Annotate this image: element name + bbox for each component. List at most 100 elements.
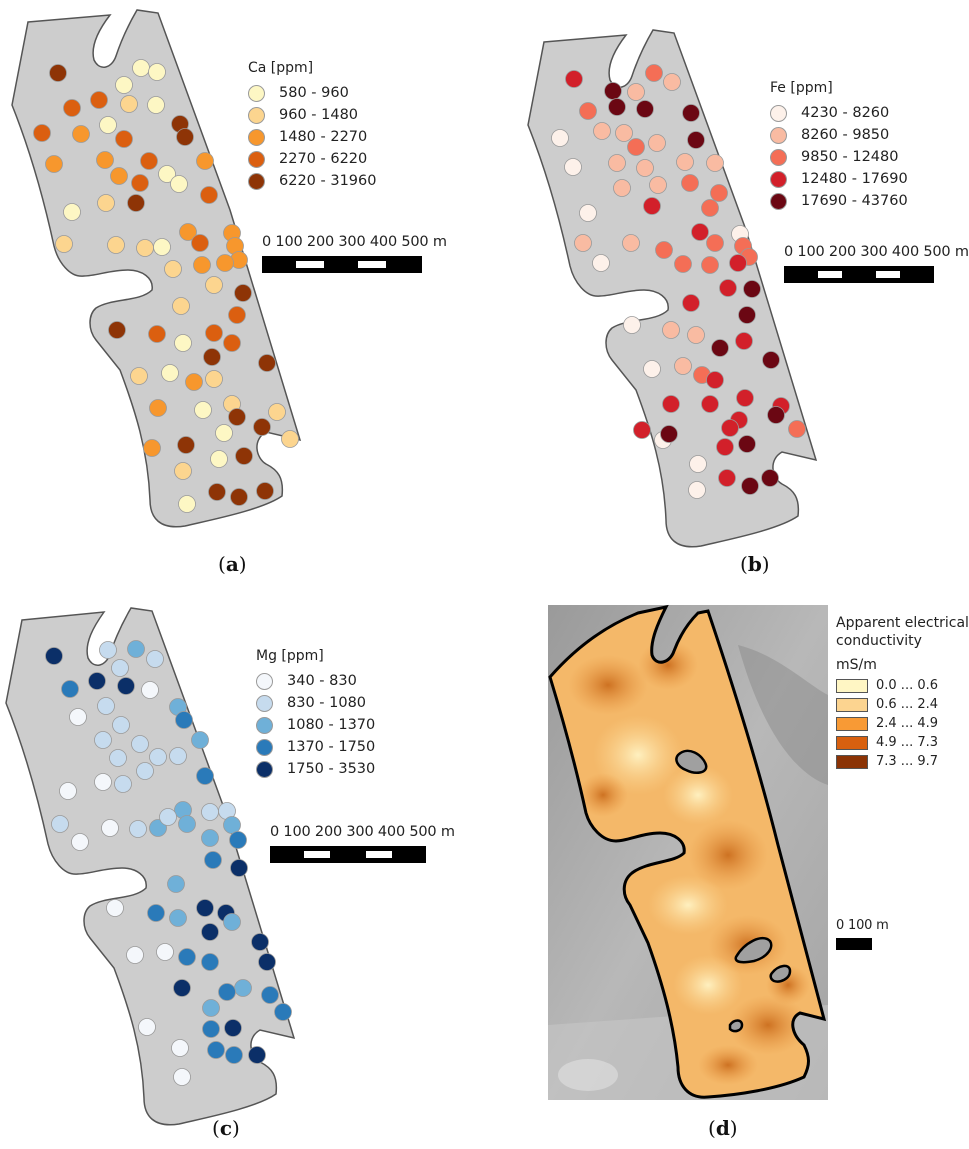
sample-point (701, 395, 719, 413)
sample-point (258, 354, 276, 372)
sample-point (148, 325, 166, 343)
sample-point (201, 829, 219, 847)
legend-swatch (256, 738, 273, 756)
legend-swatch (836, 678, 868, 693)
sample-point (156, 943, 174, 961)
legend-swatch (836, 716, 868, 731)
sample-point (721, 419, 739, 437)
sample-point (608, 154, 626, 172)
sample-point (660, 425, 678, 443)
legend-item: 340 - 830 (256, 670, 375, 692)
sample-point (193, 256, 211, 274)
legend-label: 7.3 ... 9.7 (876, 754, 939, 769)
sample-point (63, 203, 81, 221)
sample-point (627, 83, 645, 101)
legend-label: 830 - 1080 (287, 695, 367, 711)
legend-title-a: Ca [ppm] (248, 60, 314, 76)
legend-swatch (248, 172, 265, 190)
hole-3 (769, 964, 792, 983)
sample-point (131, 735, 149, 753)
sample-point (743, 280, 761, 298)
sample-point (196, 767, 214, 785)
sample-point (191, 234, 209, 252)
sample-points-b (551, 64, 806, 499)
sample-point (205, 324, 223, 342)
legend-swatch (836, 697, 868, 712)
legend-swatch (770, 148, 787, 166)
legend-label: 960 - 1480 (279, 107, 359, 123)
hole-1 (675, 749, 708, 774)
legend-item: 1080 - 1370 (256, 714, 375, 736)
sample-point (223, 334, 241, 352)
sample-point (688, 481, 706, 499)
sample-point (185, 373, 203, 391)
sample-point (216, 254, 234, 272)
sample-point (574, 234, 592, 252)
sample-point (643, 360, 661, 378)
sample-point (251, 933, 269, 951)
sample-point (141, 681, 159, 699)
sample-point (762, 351, 780, 369)
sample-points-c (45, 640, 292, 1086)
sample-point (51, 815, 69, 833)
sample-point (169, 747, 187, 765)
hole-2 (734, 936, 773, 964)
sample-point (161, 364, 179, 382)
sample-point (136, 762, 154, 780)
legend-title-d: Apparent electrical conductivity mS/m (836, 615, 969, 673)
sample-point (179, 223, 197, 241)
hole-4 (728, 1019, 744, 1033)
sample-point (210, 450, 228, 468)
sample-point (215, 424, 233, 442)
sample-point (761, 469, 779, 487)
sample-point (711, 339, 729, 357)
legend-label: 17690 - 43760 (801, 193, 908, 209)
sample-point (253, 418, 271, 436)
scale-labels-b: 0 100 200 300 400 500 m (784, 244, 969, 260)
sample-point (682, 104, 700, 122)
sample-point (223, 913, 241, 931)
sample-point (682, 294, 700, 312)
legend-swatch (248, 106, 265, 124)
conductivity-map-d (548, 604, 828, 1100)
sample-point (706, 371, 724, 389)
sample-point (200, 186, 218, 204)
legend-item: 4.9 ... 7.3 (836, 733, 938, 752)
legend-item: 0.6 ... 2.4 (836, 695, 938, 714)
sample-point (224, 1019, 242, 1037)
sample-point (662, 395, 680, 413)
sample-point (164, 260, 182, 278)
sample-point (147, 904, 165, 922)
sample-point (201, 803, 219, 821)
sample-point (194, 401, 212, 419)
legend-item: 0.0 ... 0.6 (836, 676, 938, 695)
sample-point (59, 782, 77, 800)
sample-point (268, 403, 286, 421)
sample-point (788, 420, 806, 438)
sample-point (608, 98, 626, 116)
legend-item: 17690 - 43760 (770, 190, 908, 212)
sample-point (201, 953, 219, 971)
sample-point (716, 438, 734, 456)
legend-c: Mg [ppm] 340 - 830 830 - 1080 1080 - 1370 1… (256, 648, 375, 780)
legend-label: 1370 - 1750 (287, 739, 376, 755)
legend-label: 2.4 ... 4.9 (876, 716, 939, 731)
scale-labels-d: 0 100 m (836, 918, 889, 933)
sample-point (99, 116, 117, 134)
sample-point (218, 983, 236, 1001)
sample-point (633, 421, 651, 439)
sample-point (202, 1020, 220, 1038)
sample-point (613, 179, 631, 197)
sample-point (140, 152, 158, 170)
sample-point (177, 436, 195, 454)
legend-label: 0.6 ... 2.4 (876, 697, 939, 712)
legend-label: 6220 - 31960 (279, 173, 377, 189)
legend-item: 1750 - 3530 (256, 758, 375, 780)
legend-title-b: Fe [ppm] (770, 80, 833, 96)
scalebar-c: 0 100 200 300 400 500 m (270, 824, 455, 863)
sample-point (171, 1039, 189, 1057)
sample-point (234, 979, 252, 997)
caption-c: (c) (212, 1116, 240, 1140)
sample-point (101, 819, 119, 837)
sample-point (178, 495, 196, 513)
